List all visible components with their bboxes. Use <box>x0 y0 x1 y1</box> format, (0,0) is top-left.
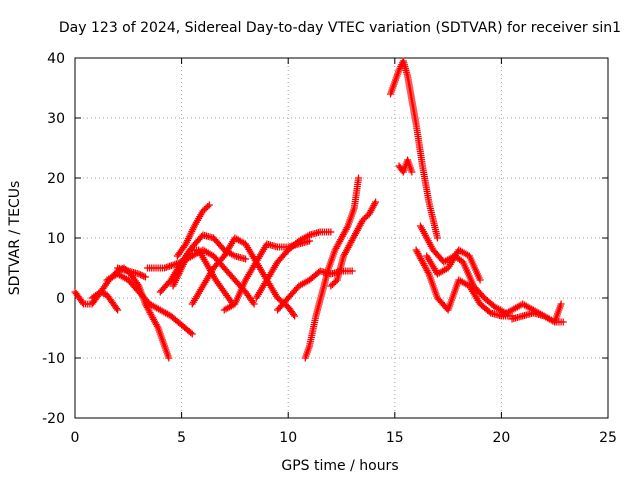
grid-lines <box>75 58 608 418</box>
data-point-arc7 <box>204 203 212 210</box>
data-point-arc13 <box>355 174 363 182</box>
y-tick-label: -10 <box>42 351 65 367</box>
x-axis-label: GPS time / hours <box>281 458 398 474</box>
x-tick-label: 25 <box>599 430 617 446</box>
axis-ticks <box>74 57 609 419</box>
x-tick-label: 0 <box>71 430 80 446</box>
x-tick-labels: 0 5 10 15 20 25 <box>71 430 617 446</box>
chart-title: Day 123 of 2024, Sidereal Day-to-day VTE… <box>59 20 621 36</box>
data-point-arc3 <box>188 330 196 338</box>
data-point-arc14 <box>372 198 380 206</box>
x-tick-label: 5 <box>177 430 186 446</box>
data-point-arc14 <box>330 279 338 287</box>
data-point-arc6 <box>242 255 250 263</box>
y-axis-label: SDTVAR / TECUs <box>7 181 23 296</box>
y-tick-label: -20 <box>42 411 65 427</box>
data-point-arc2 <box>165 354 173 362</box>
y-tick-label: 30 <box>47 111 65 127</box>
data-point-arc5 <box>250 300 258 308</box>
data-point-arc1 <box>114 306 122 314</box>
x-tick-label: 20 <box>492 430 510 446</box>
data-point-arc7 <box>202 204 210 212</box>
data-point-arc14 <box>327 282 335 290</box>
x-tick-label: 10 <box>279 430 297 446</box>
data-point-decay3 <box>476 276 484 284</box>
data-point-tail <box>557 300 565 308</box>
data-point-arc14 <box>362 213 370 221</box>
data-point-peak <box>433 234 441 242</box>
data-point-arc14 <box>328 281 336 288</box>
data-point-peak-branch <box>408 168 416 176</box>
data-point-tail2 <box>559 318 567 326</box>
x-tick-label: 15 <box>386 430 404 446</box>
data-point-arc7 <box>201 206 209 213</box>
data-point-arc4 <box>138 272 146 279</box>
y-tick-labels: -20 -10 0 10 20 30 40 <box>42 51 65 427</box>
data-point-arc7 <box>199 207 207 215</box>
data-point-arc3 <box>187 329 195 337</box>
data-point-arc1 <box>113 305 121 312</box>
data-point-arc4 <box>140 272 148 280</box>
data-point-arc10 <box>306 237 314 245</box>
data-point-arc12 <box>348 267 356 275</box>
data-point-arc11 <box>327 228 335 236</box>
y-tick-label: 10 <box>47 231 65 247</box>
data-point-arc4 <box>135 270 143 278</box>
data-point-arc14 <box>359 216 367 224</box>
y-tick-label: 20 <box>47 171 65 187</box>
data-points <box>71 57 567 362</box>
data-point-arc4 <box>141 273 149 281</box>
data-point-arc14 <box>360 215 368 222</box>
data-point-arc1 <box>78 299 86 306</box>
y-tick-label: 0 <box>56 291 65 307</box>
data-point-arc4 <box>137 271 145 279</box>
data-point-arc9 <box>290 311 298 318</box>
y-tick-label: 40 <box>47 51 65 67</box>
data-point-arc7 <box>205 201 213 209</box>
data-point-arc9 <box>291 312 299 320</box>
